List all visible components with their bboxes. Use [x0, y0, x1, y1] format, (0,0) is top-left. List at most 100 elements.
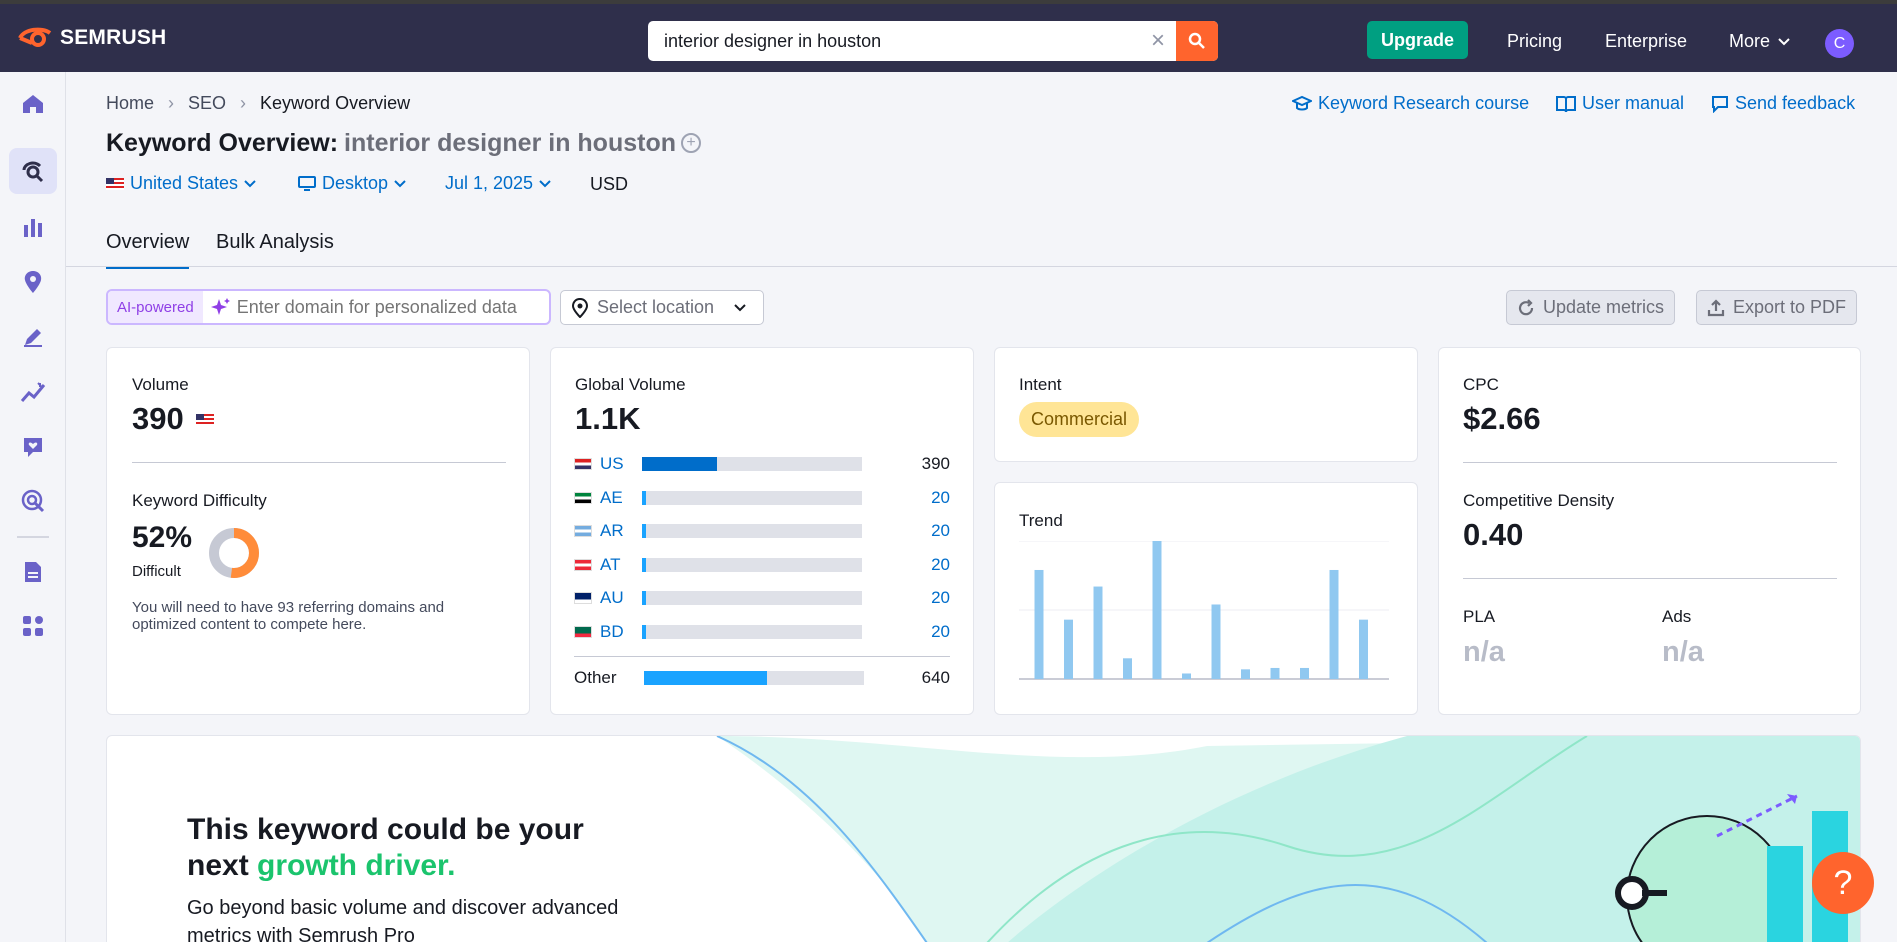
country-code-link[interactable]: AU: [600, 588, 624, 608]
trend-bar[interactable]: [1152, 541, 1162, 679]
pla-label: PLA: [1463, 607, 1496, 626]
domain-input[interactable]: [230, 296, 531, 318]
ar-flag-icon: [574, 525, 592, 538]
country-row: US 390: [574, 453, 950, 475]
other-label: Other: [574, 668, 617, 687]
location-select[interactable]: Select location: [560, 290, 764, 325]
volume-card: Volume 390 Keyword Difficulty 52% Diffic…: [106, 347, 530, 715]
page-title-keyword: interior designer in houston: [344, 129, 676, 157]
trend-bar[interactable]: [1034, 569, 1044, 679]
intent-badge[interactable]: Commercial: [1019, 402, 1140, 437]
trend-bar[interactable]: [1123, 658, 1132, 679]
chevron-right-icon: ›: [168, 93, 175, 113]
banner-headline-prefix: next: [187, 849, 258, 882]
manual-link[interactable]: User manual: [1556, 93, 1684, 114]
seo-icon[interactable]: [9, 148, 57, 194]
country-code-link[interactable]: AT: [600, 554, 621, 574]
country-row: AR 20: [574, 520, 950, 542]
apps-icon[interactable]: [9, 603, 57, 649]
avatar[interactable]: C: [1825, 29, 1854, 58]
country-bar-fill: [642, 591, 646, 606]
add-to-list-icon[interactable]: +: [681, 133, 701, 153]
country-code-link[interactable]: BD: [600, 622, 624, 641]
global-volume-value: 1.1K: [575, 401, 641, 436]
trend-bar[interactable]: [1093, 586, 1103, 679]
breadcrumb-current: Keyword Overview: [260, 93, 411, 113]
country-bar-fill: [642, 625, 646, 639]
country-value[interactable]: 20: [931, 521, 950, 541]
nav-pricing[interactable]: Pricing: [1507, 31, 1563, 51]
semrush-logo[interactable]: SEMRUSH: [18, 26, 166, 50]
tab-bulk-analysis[interactable]: Bulk Analysis: [216, 231, 334, 253]
close-icon[interactable]: ×: [1150, 27, 1165, 54]
heart-chat-icon[interactable]: [9, 424, 57, 470]
pla-value: n/a: [1463, 636, 1505, 668]
breadcrumb-home[interactable]: Home: [106, 93, 155, 113]
upload-icon: [1707, 298, 1725, 316]
brand-name: SEMRUSH: [60, 26, 167, 49]
country-value[interactable]: 20: [931, 554, 950, 574]
trend-bar[interactable]: [1329, 569, 1339, 679]
currency-label: USD: [590, 174, 629, 194]
page-title-prefix: Keyword Overview:: [106, 129, 339, 157]
cpc-value: $2.66: [1463, 401, 1541, 436]
page-title: Keyword Overview: interior designer in ho…: [106, 129, 676, 158]
top-bar: SEMRUSH × Upgrade Pricing Enterprise Mor…: [0, 0, 1897, 72]
upgrade-button[interactable]: Upgrade: [1367, 21, 1468, 59]
country-value[interactable]: 20: [931, 487, 950, 507]
export-pdf-button[interactable]: Export to PDF: [1696, 290, 1858, 325]
question-icon: ?: [1833, 863, 1853, 902]
banner-headline: This keyword could be your next growth d…: [187, 812, 584, 884]
tab-divider: [66, 266, 1897, 267]
search-button[interactable]: [1176, 21, 1218, 61]
home-icon[interactable]: [9, 81, 57, 127]
country-select[interactable]: United States: [106, 173, 256, 194]
help-button[interactable]: ?: [1812, 852, 1874, 914]
location-placeholder: Select location: [597, 297, 715, 317]
country-code-link[interactable]: AE: [600, 487, 623, 507]
banner-subtext: Go beyond basic volume and discover adva…: [187, 894, 618, 942]
nav-enterprise[interactable]: Enterprise: [1605, 31, 1688, 51]
nav-more[interactable]: More: [1729, 31, 1790, 52]
trend-bar[interactable]: [1359, 619, 1368, 679]
search-input[interactable]: [648, 21, 1168, 61]
banner-headline-highlight: growth driver.: [257, 849, 456, 882]
pen-icon[interactable]: [9, 314, 57, 360]
card-divider: [1463, 462, 1837, 463]
country-value[interactable]: 20: [931, 622, 950, 641]
country-code-link[interactable]: US: [600, 454, 624, 473]
trend-bar[interactable]: [1064, 619, 1073, 679]
trend-bar[interactable]: [1300, 667, 1309, 679]
date-label: Jul 1, 2025: [445, 173, 534, 193]
card-divider: [132, 462, 506, 463]
location-icon[interactable]: [9, 259, 57, 305]
trend-icon[interactable]: [9, 369, 57, 415]
tab-overview[interactable]: Overview: [106, 231, 190, 269]
country-code-link[interactable]: AR: [600, 521, 624, 541]
target-icon[interactable]: [9, 478, 57, 524]
feedback-link[interactable]: Send feedback: [1711, 93, 1855, 114]
chart-icon[interactable]: [9, 204, 57, 250]
trend-bar[interactable]: [1241, 669, 1250, 679]
country-bar: [642, 625, 862, 639]
refresh-icon: [1518, 298, 1534, 315]
country-bar: [642, 591, 862, 606]
document-icon[interactable]: [9, 549, 57, 595]
breadcrumb-seo[interactable]: SEO: [188, 93, 227, 113]
trend-bar[interactable]: [1182, 673, 1191, 679]
course-link[interactable]: Keyword Research course: [1292, 93, 1529, 114]
other-divider: [574, 656, 950, 657]
trend-bar[interactable]: [1270, 667, 1280, 679]
trend-bar[interactable]: [1211, 604, 1221, 679]
promo-banner: This keyword could be your next growth d…: [106, 735, 1861, 942]
device-select[interactable]: Desktop: [298, 173, 406, 194]
banner-headline-line2: next growth driver.: [187, 848, 584, 884]
update-metrics-button[interactable]: Update metrics: [1506, 290, 1676, 325]
keyword-search: ×: [648, 21, 1218, 61]
us-flag-icon: [574, 458, 592, 470]
cpc-label: CPC: [1463, 375, 1499, 394]
us-flag-icon: [106, 177, 124, 190]
density-value: 0.40: [1463, 517, 1524, 552]
date-select[interactable]: Jul 1, 2025: [445, 173, 551, 194]
country-value[interactable]: 20: [931, 588, 950, 608]
